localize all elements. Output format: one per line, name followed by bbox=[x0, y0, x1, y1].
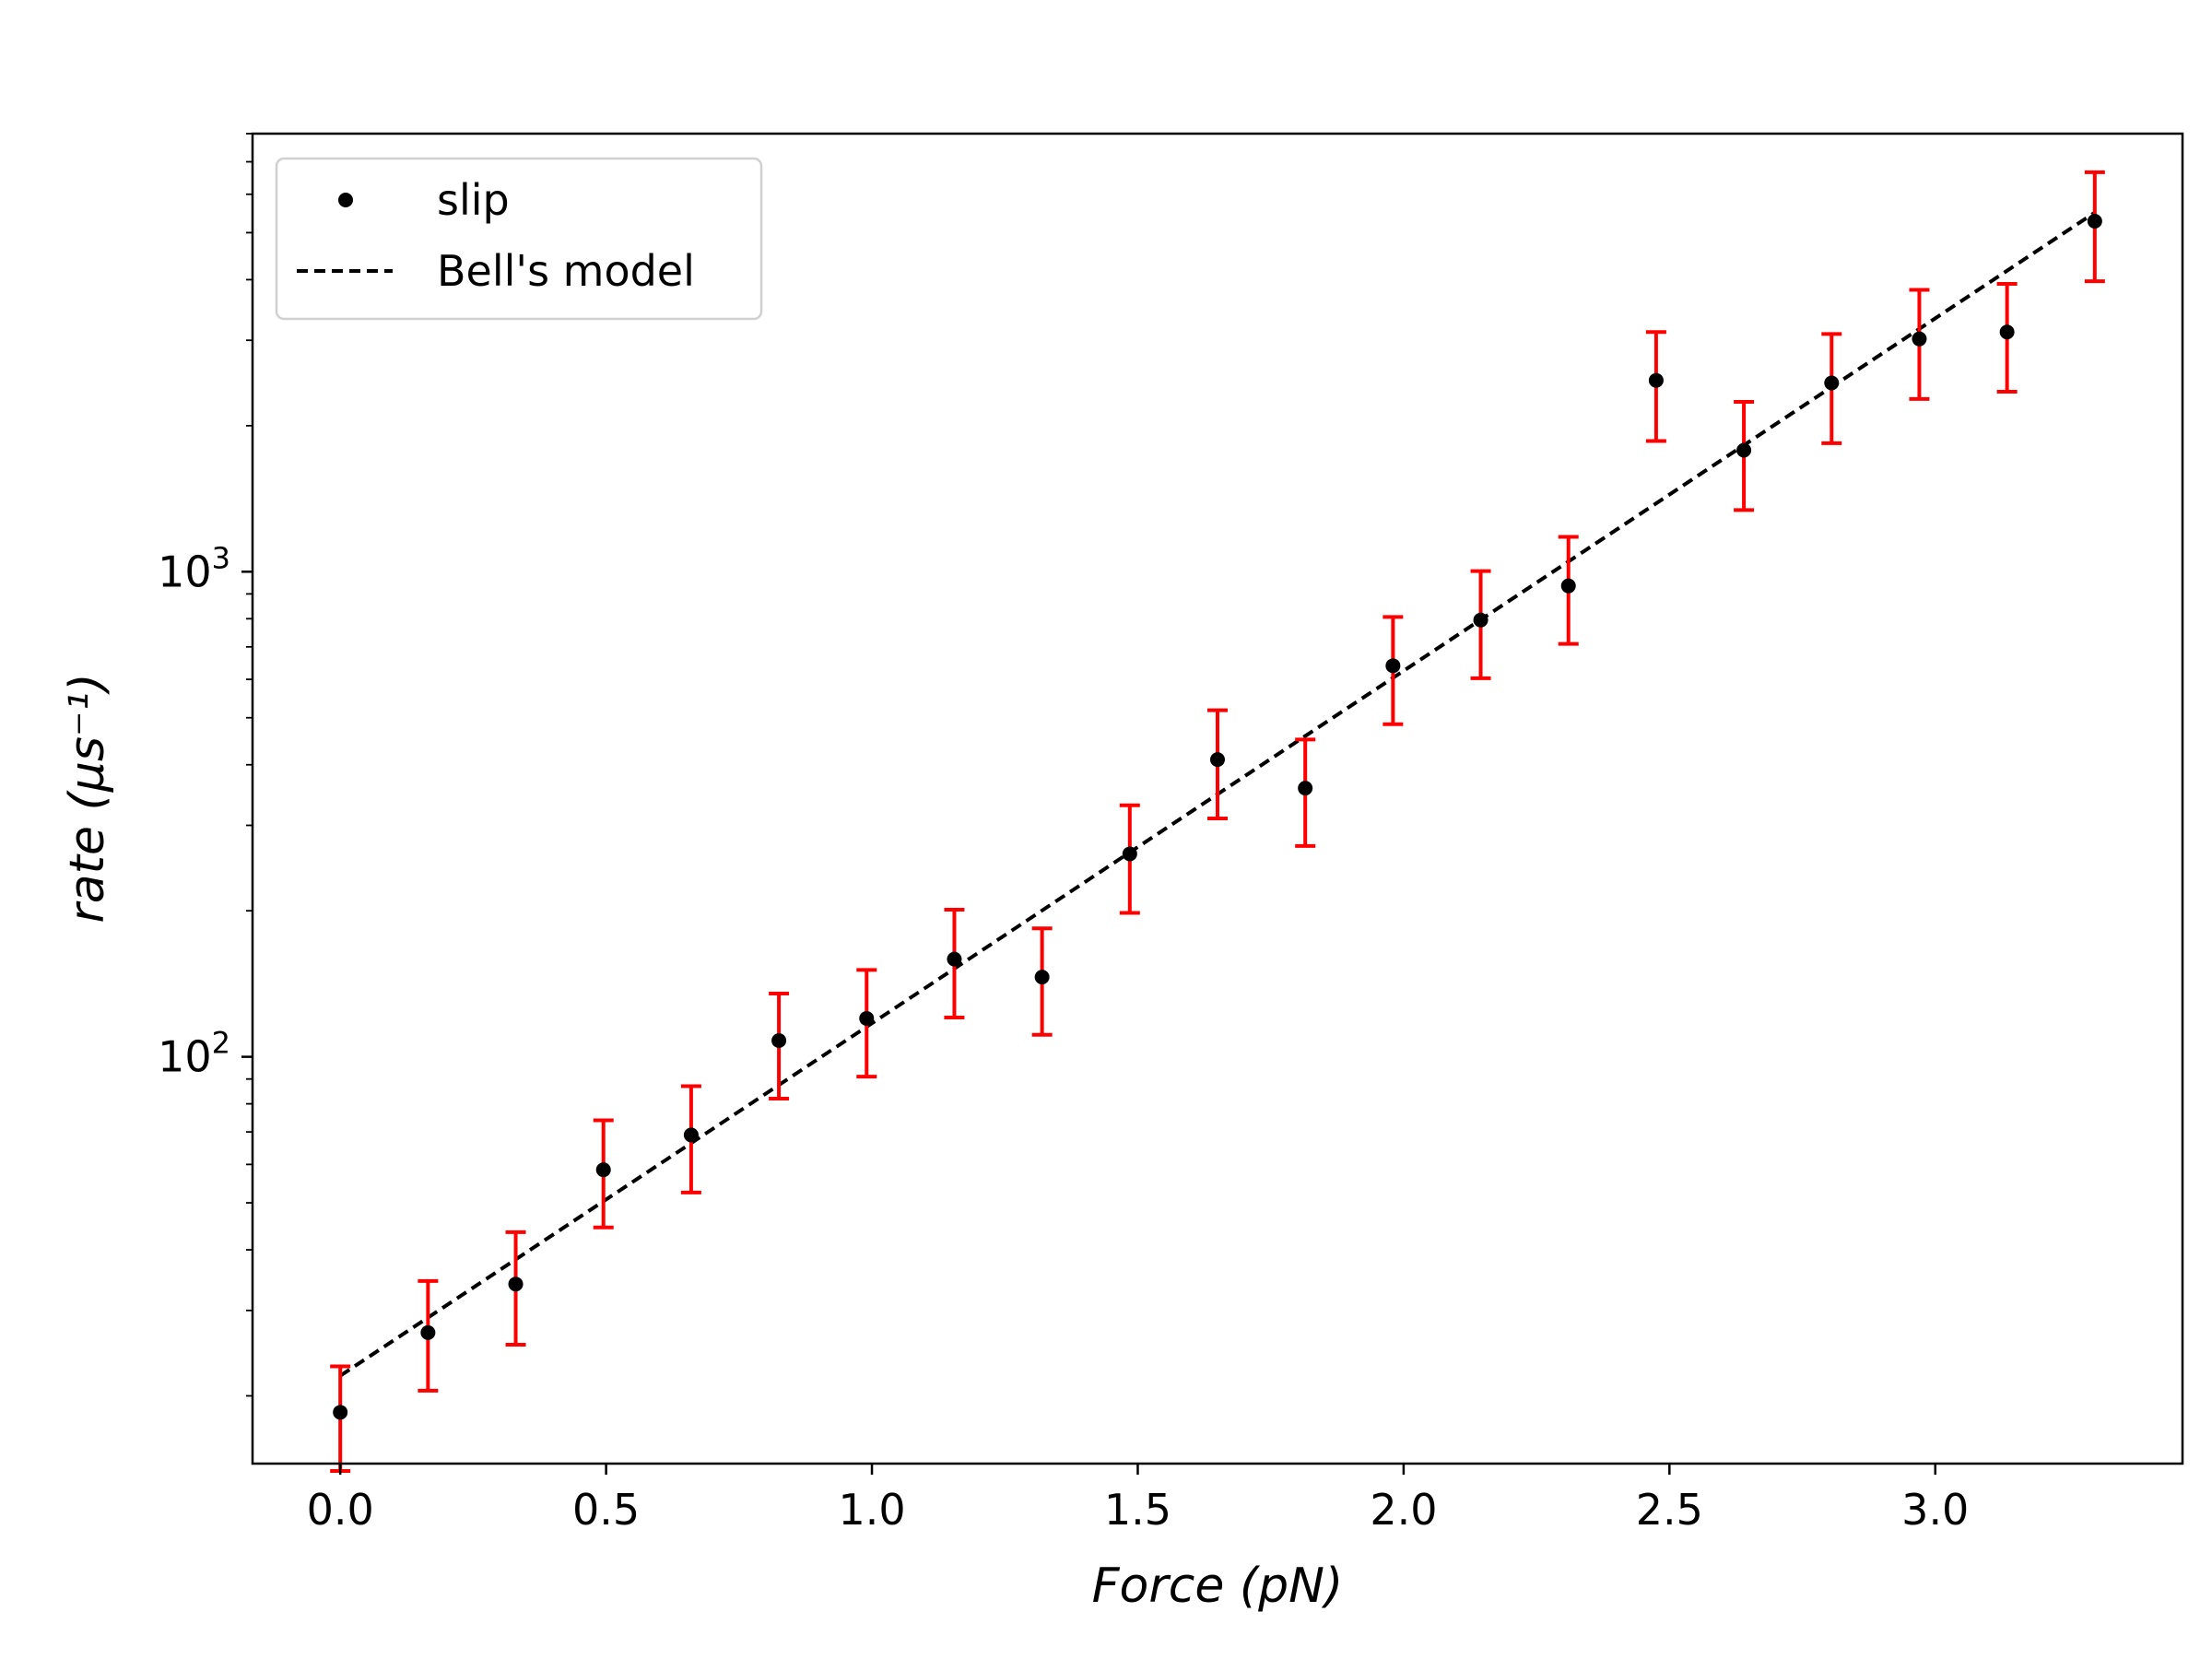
slip-data-point bbox=[1122, 846, 1137, 862]
slip-data-point bbox=[1473, 612, 1488, 628]
slip-data-point bbox=[1034, 970, 1050, 985]
slip-data-point bbox=[771, 1033, 787, 1049]
slip-data-point bbox=[1999, 324, 2015, 340]
y-tick-label: 103 bbox=[158, 540, 230, 596]
slip-data-point bbox=[947, 951, 962, 967]
x-tick-label: 0.5 bbox=[572, 1485, 640, 1535]
y-tick-label-base: 10 bbox=[158, 547, 212, 596]
y-tick-label: 102 bbox=[158, 1026, 230, 1082]
slip-data-point bbox=[1560, 578, 1576, 594]
legend-slip-marker bbox=[338, 193, 353, 207]
y-tick-label-exponent: 3 bbox=[212, 540, 230, 575]
x-tick-label: 0.0 bbox=[307, 1485, 374, 1535]
plot-area bbox=[330, 170, 2105, 1474]
slip-data-point bbox=[859, 1010, 875, 1026]
slip-data-point bbox=[1912, 331, 1927, 347]
slip-data-point bbox=[508, 1277, 524, 1292]
x-tick-label: 1.0 bbox=[838, 1485, 905, 1535]
x-tick-label: 2.0 bbox=[1370, 1485, 1437, 1535]
y-axis-label: rate (μs⁻¹) bbox=[60, 673, 115, 923]
slip-data-point bbox=[1648, 372, 1664, 388]
legend: slip Bell's model bbox=[275, 157, 763, 321]
legend-bell-model-label: Bell's model bbox=[437, 246, 695, 296]
x-tick-label: 1.5 bbox=[1104, 1485, 1171, 1535]
legend-slip-label: slip bbox=[437, 175, 510, 225]
slip-data-point bbox=[1385, 658, 1401, 674]
slip-data-point bbox=[1298, 781, 1313, 796]
slip-data-point bbox=[333, 1405, 348, 1420]
slip-data-point bbox=[2087, 213, 2102, 229]
slip-data-point bbox=[1824, 375, 1840, 391]
slip-data-point bbox=[1736, 442, 1752, 458]
plot-frame bbox=[251, 132, 2184, 1465]
x-axis-label: Force (pN) bbox=[1092, 1559, 1344, 1614]
slip-data-point bbox=[1210, 752, 1225, 768]
slip-data-point bbox=[683, 1127, 699, 1143]
x-tick-label: 2.5 bbox=[1636, 1485, 1703, 1535]
x-axis: 0.0 0.5 1.0 1.5 2.0 2.5 3.0 bbox=[307, 1464, 1969, 1535]
y-tick-label-exponent: 2 bbox=[212, 1026, 230, 1061]
slip-data-point bbox=[420, 1324, 436, 1340]
y-tick-label-base: 10 bbox=[158, 1032, 212, 1082]
slip-data-point bbox=[595, 1162, 611, 1178]
legend-box bbox=[275, 157, 763, 321]
x-tick-label: 3.0 bbox=[1901, 1485, 1969, 1535]
